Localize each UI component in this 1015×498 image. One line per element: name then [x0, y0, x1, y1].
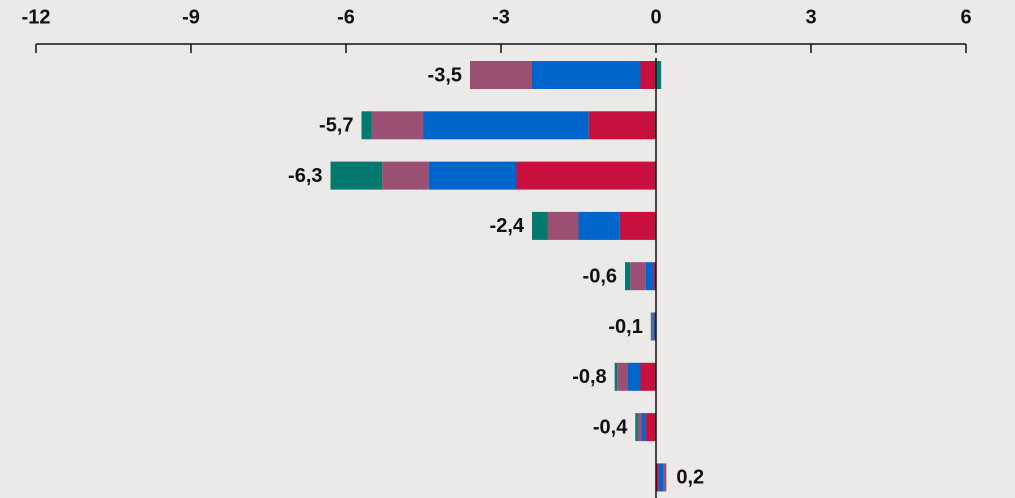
x-tick-label: 0: [650, 6, 661, 28]
bar-segment: [614, 362, 618, 391]
bar-segment: [547, 211, 579, 240]
bar-segment: [630, 262, 646, 291]
bar-segment: [653, 312, 656, 341]
bar-segment: [650, 312, 652, 341]
bar-segment: [423, 111, 589, 140]
bar-segment: [656, 61, 662, 89]
bar-segment: [658, 463, 664, 492]
bar-segment: [532, 211, 548, 240]
bar-segment: [635, 413, 638, 442]
x-tick-label: -12: [22, 6, 51, 28]
value-label: -0,8: [572, 366, 606, 388]
x-tick-label: -3: [492, 6, 510, 28]
value-label: -0,1: [608, 316, 642, 338]
bar-segment: [516, 161, 656, 190]
bar-segment: [663, 463, 667, 492]
bar-segment: [645, 413, 656, 442]
bar-segment: [653, 262, 656, 291]
bar-segment: [637, 413, 642, 442]
bar-segment: [625, 262, 631, 291]
value-label: -0,4: [593, 416, 628, 438]
bar-segment: [361, 111, 372, 140]
value-label: 0,2: [676, 467, 704, 489]
bar-segment: [382, 161, 429, 190]
bar-segment: [330, 161, 383, 190]
x-tick-label: 6: [960, 6, 971, 28]
bar-segment: [640, 61, 656, 89]
bar-segment: [371, 111, 424, 140]
bar-segment: [619, 211, 656, 240]
value-label: -6,3: [288, 165, 322, 187]
bar-segment: [640, 362, 656, 391]
value-label: -0,6: [583, 265, 617, 287]
bar-segment: [588, 111, 656, 140]
bar-segment: [470, 61, 532, 89]
bar-segment: [645, 262, 654, 291]
x-tick-label: 3: [805, 6, 816, 28]
x-tick-label: -9: [182, 6, 200, 28]
bar-segment: [627, 362, 641, 391]
value-label: -3,5: [428, 64, 462, 86]
bar-segment: [651, 312, 654, 341]
bar-segment: [641, 413, 646, 442]
x-tick-label: -6: [337, 6, 355, 28]
value-label: -2,4: [490, 215, 525, 237]
bar-segment: [656, 463, 659, 492]
bar-segment: [617, 362, 628, 391]
bar-segment: [532, 61, 641, 89]
value-label: -5,7: [319, 115, 353, 137]
bar-segment: [578, 211, 620, 240]
bar-segment: [428, 161, 517, 190]
